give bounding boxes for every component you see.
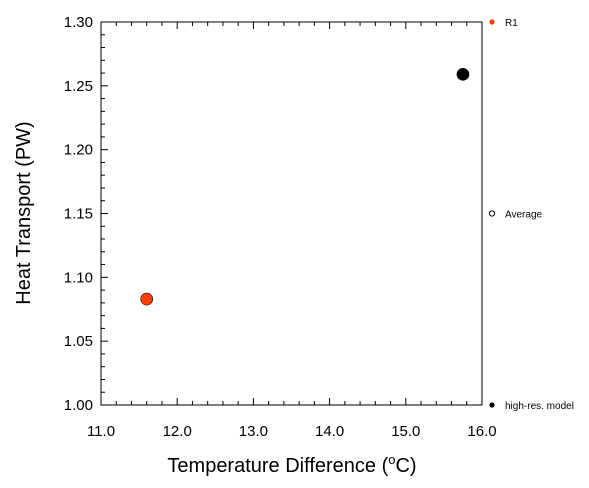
- x-axis-tick-labels: 11.0 12.0 13.0 14.0 15.0 16.0: [87, 423, 497, 440]
- x-tick-label: 16.0: [467, 423, 496, 440]
- x-tick-label: 15.0: [391, 423, 420, 440]
- data-points: [140, 68, 470, 306]
- legend-marker: [489, 19, 495, 25]
- legend-label: high-res. model: [505, 401, 574, 412]
- x-tick-label: 14.0: [315, 423, 344, 440]
- y-axis-tick-labels: 1.00 1.05 1.10 1.15 1.20 1.25 1.30: [64, 14, 93, 414]
- y-axis-title: Heat Transport (PW): [13, 121, 35, 304]
- x-axis-ticks: [100, 22, 483, 405]
- data-point: [140, 292, 154, 306]
- legend-marker: [489, 402, 495, 408]
- legend-label: Average: [505, 210, 543, 221]
- y-tick-label: 1.20: [64, 142, 93, 159]
- y-tick-label: 1.00: [64, 397, 93, 414]
- y-tick-label: 1.05: [64, 333, 93, 350]
- y-tick-label: 1.30: [64, 14, 93, 31]
- x-tick-label: 11.0: [87, 423, 115, 440]
- data-point: [456, 68, 470, 81]
- legend: R1 Average high-res. model: [488, 18, 574, 412]
- x-axis-title: Temperature Difference (oC): [167, 452, 416, 477]
- y-tick-label: 1.10: [64, 269, 93, 286]
- legend-label: R1: [505, 18, 518, 29]
- y-tick-label: 1.15: [64, 206, 93, 223]
- plot-frame: [100, 21, 483, 406]
- x-tick-label: 13.0: [239, 423, 268, 440]
- y-tick-label: 1.25: [64, 78, 93, 95]
- y-axis-ticks: [101, 21, 108, 406]
- legend-marker: [488, 210, 496, 217]
- x-tick-label: 12.0: [163, 423, 192, 440]
